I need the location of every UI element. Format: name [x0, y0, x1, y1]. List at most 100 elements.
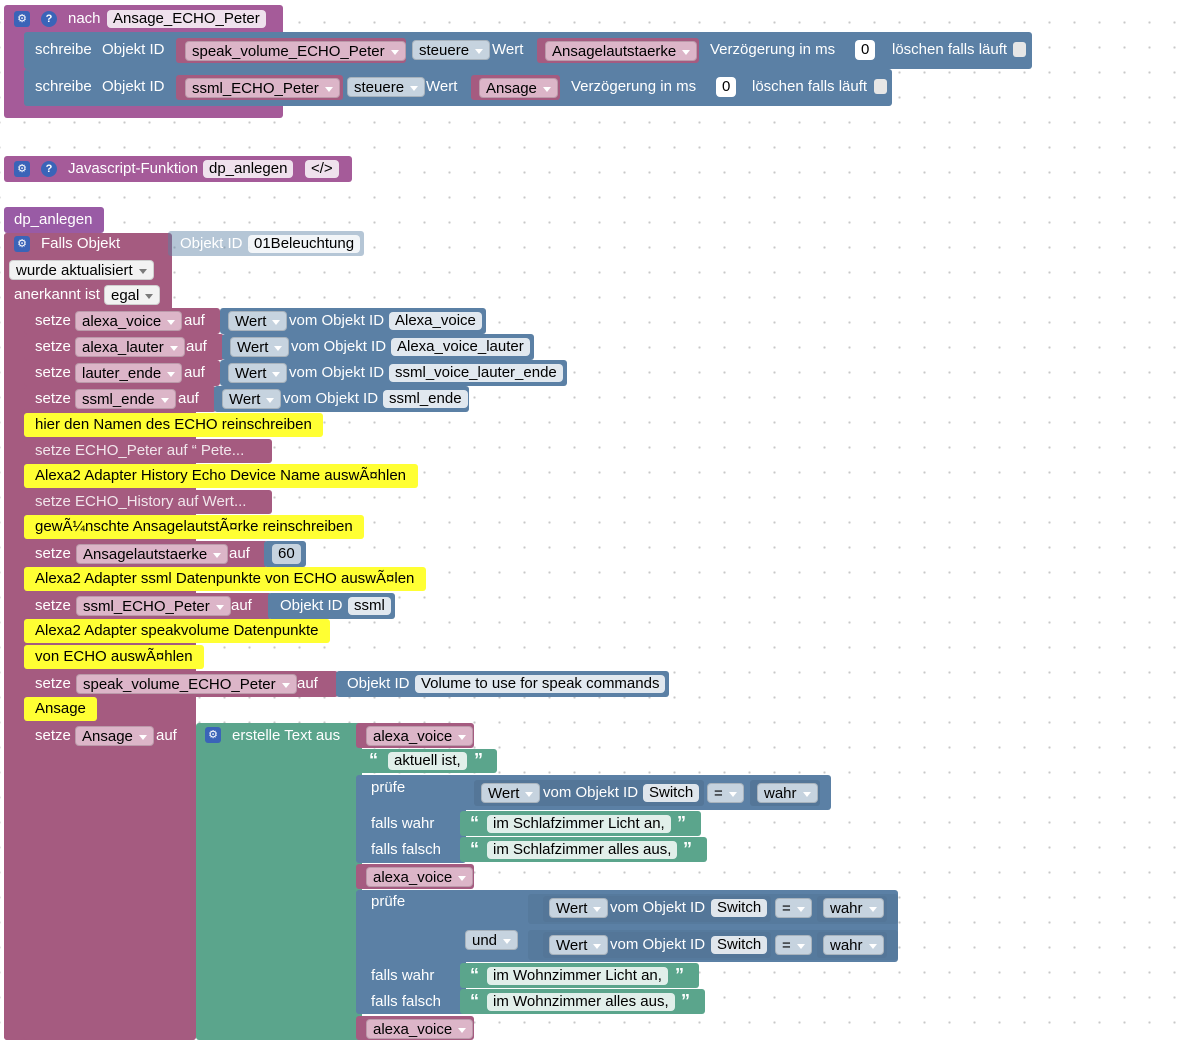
wert-dropdown[interactable]: Wert	[230, 337, 290, 357]
close-quote-icon: ”	[675, 965, 684, 985]
gear-icon[interactable]: ⚙	[14, 161, 30, 177]
trigger-object-field[interactable]: 01Beleuchtung	[248, 235, 361, 253]
close-quote-icon: ”	[474, 750, 483, 770]
pruefe-label: prüfe	[371, 893, 406, 910]
var-dropdown[interactable]: speak_volume_ECHO_Peter	[76, 674, 297, 694]
var-dropdown[interactable]: lauter_ende	[75, 363, 183, 383]
operator-dropdown[interactable]: =	[775, 935, 812, 955]
collapsed-block[interactable]	[24, 490, 272, 514]
var-dropdown[interactable]: alexa_voice	[75, 311, 183, 331]
text-field[interactable]: im Schlafzimmer Licht an,	[487, 815, 671, 833]
vom-label: vom Objekt ID	[610, 936, 706, 953]
auf-label: auf	[186, 338, 207, 355]
setze-label: setze	[35, 727, 71, 744]
text-field[interactable]: im Wohnzimmer alles aus,	[487, 993, 675, 1011]
falls-falsch-label: falls falsch	[371, 841, 442, 858]
object-id-dropdown[interactable]: speak_volume_ECHO_Peter	[185, 41, 406, 61]
object-id-field[interactable]: Switch	[711, 936, 768, 954]
ternary-block[interactable]	[356, 890, 466, 1014]
objid-label: Objekt ID	[347, 675, 410, 692]
value-variable-dropdown[interactable]: Ansagelautstaerke	[545, 41, 698, 61]
wert-dropdown[interactable]: Wert	[481, 783, 541, 803]
gear-icon[interactable]: ⚙	[205, 727, 221, 743]
comment-block[interactable]	[24, 515, 364, 539]
js-function-name-field[interactable]: dp_anlegen	[203, 160, 294, 178]
mode-dropdown[interactable]: steuere	[347, 77, 426, 97]
procedure-call-block[interactable]	[4, 207, 104, 233]
wert-dropdown[interactable]: Wert	[549, 935, 609, 955]
var-dropdown[interactable]: alexa_voice	[366, 726, 474, 746]
help-icon[interactable]: ?	[41, 11, 57, 27]
operator-dropdown[interactable]: =	[707, 783, 744, 803]
bool-dropdown[interactable]: wahr	[823, 898, 884, 918]
open-quote-icon: “	[369, 750, 378, 770]
logic-operator-dropdown[interactable]: und	[465, 930, 519, 950]
comment-block[interactable]	[24, 645, 204, 669]
open-quote-icon: “	[470, 839, 479, 859]
help-icon[interactable]: ?	[41, 161, 57, 177]
wert-dropdown[interactable]: Wert	[228, 363, 288, 383]
ack-dropdown[interactable]: egal	[104, 285, 161, 305]
delay-input[interactable]: 0	[716, 77, 737, 97]
mode-dropdown[interactable]: steuere	[412, 40, 491, 60]
var-dropdown[interactable]: ssml_ECHO_Peter	[76, 596, 231, 616]
code-editor-button[interactable]: </>	[305, 160, 339, 178]
delay-input[interactable]: 0	[855, 40, 876, 60]
object-id-field[interactable]: ssml_ende	[383, 390, 468, 408]
auf-label: auf	[229, 545, 250, 562]
var-dropdown[interactable]: alexa_voice	[366, 867, 474, 887]
bool-dropdown[interactable]: wahr	[823, 935, 884, 955]
delay-label: Verzögerung in ms	[710, 41, 836, 58]
comment-block[interactable]	[24, 567, 426, 591]
object-id-dropdown[interactable]: ssml_ECHO_Peter	[185, 78, 340, 98]
function-name-field[interactable]: Ansage_ECHO_Peter	[107, 10, 266, 28]
var-dropdown[interactable]: alexa_voice	[366, 1019, 474, 1039]
wert-dropdown[interactable]: Wert	[222, 389, 282, 409]
gear-icon[interactable]: ⚙	[14, 236, 30, 252]
bool-dropdown[interactable]: wahr	[757, 783, 818, 803]
gear-icon[interactable]: ⚙	[14, 11, 30, 27]
comment-block[interactable]	[24, 464, 418, 488]
comment-text: hier den Namen des ECHO reinschreiben	[35, 416, 312, 433]
trigger-event-dropdown[interactable]: wurde aktualisiert	[9, 260, 154, 280]
setze-label: setze	[35, 675, 71, 692]
wert-dropdown[interactable]: Wert	[549, 898, 609, 918]
ternary-block[interactable]	[356, 775, 466, 863]
var-dropdown[interactable]: Ansage	[75, 726, 154, 746]
close-quote-icon: ”	[681, 991, 690, 1011]
var-dropdown[interactable]: ssml_ende	[75, 389, 176, 409]
var-dropdown[interactable]: alexa_lauter	[75, 337, 185, 357]
var-dropdown[interactable]: Ansagelautstaerke	[76, 544, 229, 564]
write-block-ssml[interactable]	[24, 69, 892, 106]
text-field[interactable]: aktuell ist,	[388, 752, 467, 770]
collapsed-text: setze ECHO_History auf Wert...	[35, 493, 247, 510]
collapsed-block[interactable]	[24, 439, 272, 463]
wert-dropdown[interactable]: Wert	[228, 311, 288, 331]
operator-dropdown[interactable]: =	[775, 898, 812, 918]
comment-block[interactable]	[24, 697, 97, 721]
function-prefix: nach	[68, 10, 101, 27]
comment-text: Alexa2 Adapter ssml Datenpunkte von ECHO…	[35, 570, 415, 587]
value-variable-dropdown[interactable]: Ansage	[479, 78, 558, 98]
object-id-field[interactable]: ssml_voice_lauter_ende	[389, 364, 563, 382]
object-id-field[interactable]: Volume to use for speak commands	[415, 675, 666, 693]
volume-number-input[interactable]: 60	[272, 544, 301, 564]
clear-checkbox[interactable]	[874, 79, 887, 94]
create-text-block[interactable]	[196, 723, 362, 1040]
comment-text: Alexa2 Adapter History Echo Device Name …	[35, 467, 407, 484]
set-ansage-row[interactable]	[24, 723, 196, 1040]
object-id-field[interactable]: ssml	[348, 597, 391, 615]
text-field[interactable]: im Wohnzimmer Licht an,	[487, 967, 668, 985]
object-id-field[interactable]: Switch	[711, 899, 768, 917]
text-field[interactable]: im Schlafzimmer alles aus,	[487, 841, 678, 859]
object-id-field[interactable]: Alexa_voice	[389, 312, 482, 330]
comment-block[interactable]	[24, 413, 323, 437]
js-function-block[interactable]	[4, 156, 352, 182]
objid-label: Objekt ID	[102, 78, 165, 95]
comment-block[interactable]	[24, 619, 330, 643]
auf-label: auf	[231, 597, 252, 614]
object-id-field[interactable]: Switch	[643, 784, 700, 802]
clear-checkbox[interactable]	[1013, 42, 1026, 57]
procedure-name: dp_anlegen	[14, 211, 93, 228]
object-id-field[interactable]: Alexa_voice_lauter	[391, 338, 530, 356]
